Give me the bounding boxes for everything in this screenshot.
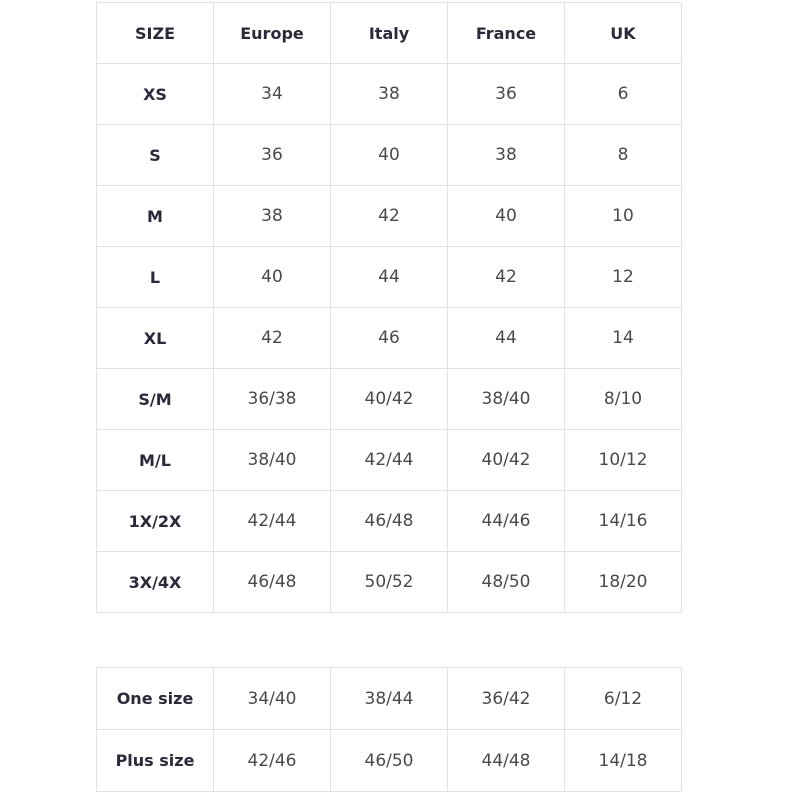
table-row: One size 34/40 38/44 36/42 6/12 [96, 667, 682, 730]
size-value-cell: 34/40 [213, 667, 331, 730]
size-value-cell: 10 [564, 185, 682, 247]
size-value-cell: 14/18 [564, 729, 682, 792]
size-label-cell: S/M [96, 368, 214, 430]
size-value-cell: 36 [447, 63, 565, 125]
size-value-cell: 38 [330, 63, 448, 125]
size-value-cell: 42/46 [213, 729, 331, 792]
column-header: SIZE [96, 2, 214, 64]
column-header: UK [564, 2, 682, 64]
size-value-cell: 44 [447, 307, 565, 369]
size-value-cell: 36/38 [213, 368, 331, 430]
size-label-cell: M/L [96, 429, 214, 491]
size-value-cell: 6 [564, 63, 682, 125]
table-row: 3X/4X 46/48 50/52 48/50 18/20 [96, 551, 682, 613]
size-value-cell: 18/20 [564, 551, 682, 613]
size-value-cell: 42 [447, 246, 565, 308]
size-value-cell: 42 [330, 185, 448, 247]
size-value-cell: 40 [330, 124, 448, 186]
size-value-cell: 38 [447, 124, 565, 186]
size-label-cell: L [96, 246, 214, 308]
size-value-cell: 38 [213, 185, 331, 247]
size-value-cell: 14 [564, 307, 682, 369]
size-value-cell: 8 [564, 124, 682, 186]
size-value-cell: 40 [447, 185, 565, 247]
size-value-cell: 38/40 [447, 368, 565, 430]
table-row: M 38 42 40 10 [96, 185, 682, 247]
size-value-cell: 34 [213, 63, 331, 125]
size-value-cell: 46/48 [330, 490, 448, 552]
size-value-cell: 48/50 [447, 551, 565, 613]
size-value-cell: 44/48 [447, 729, 565, 792]
column-header: Italy [330, 2, 448, 64]
table-row: M/L 38/40 42/44 40/42 10/12 [96, 429, 682, 491]
column-header: France [447, 2, 565, 64]
size-value-cell: 42 [213, 307, 331, 369]
size-label-cell: Plus size [96, 729, 214, 792]
table-row: 1X/2X 42/44 46/48 44/46 14/16 [96, 490, 682, 552]
size-value-cell: 42/44 [330, 429, 448, 491]
special-sizes-table: One size 34/40 38/44 36/42 6/12 Plus size 42/4… [96, 667, 682, 792]
size-value-cell: 46/48 [213, 551, 331, 613]
size-label-cell: One size [96, 667, 214, 730]
size-value-cell: 14/16 [564, 490, 682, 552]
size-value-cell: 40/42 [447, 429, 565, 491]
size-value-cell: 44 [330, 246, 448, 308]
size-label-cell: 1X/2X [96, 490, 214, 552]
table-row: S/M 36/38 40/42 38/40 8/10 [96, 368, 682, 430]
size-value-cell: 12 [564, 246, 682, 308]
size-value-cell: 40/42 [330, 368, 448, 430]
size-value-cell: 38/44 [330, 667, 448, 730]
size-label-cell: XS [96, 63, 214, 125]
table-row: XS 34 38 36 6 [96, 63, 682, 125]
size-value-cell: 6/12 [564, 667, 682, 730]
size-label-cell: S [96, 124, 214, 186]
size-value-cell: 44/46 [447, 490, 565, 552]
size-value-cell: 36/42 [447, 667, 565, 730]
size-value-cell: 46 [330, 307, 448, 369]
table-row: Plus size 42/46 46/50 44/48 14/18 [96, 729, 682, 792]
size-value-cell: 10/12 [564, 429, 682, 491]
size-value-cell: 38/40 [213, 429, 331, 491]
size-value-cell: 46/50 [330, 729, 448, 792]
size-label-cell: 3X/4X [96, 551, 214, 613]
size-value-cell: 42/44 [213, 490, 331, 552]
table-row: S 36 40 38 8 [96, 124, 682, 186]
size-value-cell: 36 [213, 124, 331, 186]
header-row: SIZE Europe Italy France UK [96, 2, 682, 64]
column-header: Europe [213, 2, 331, 64]
size-label-cell: M [96, 185, 214, 247]
size-label-cell: XL [96, 307, 214, 369]
size-value-cell: 8/10 [564, 368, 682, 430]
table-row: XL 42 46 44 14 [96, 307, 682, 369]
size-conversion-table: SIZE Europe Italy France UK XS 34 38 36 6 S 36 40 38 8… [96, 2, 682, 613]
size-value-cell: 40 [213, 246, 331, 308]
table-row: L 40 44 42 12 [96, 246, 682, 308]
size-value-cell: 50/52 [330, 551, 448, 613]
